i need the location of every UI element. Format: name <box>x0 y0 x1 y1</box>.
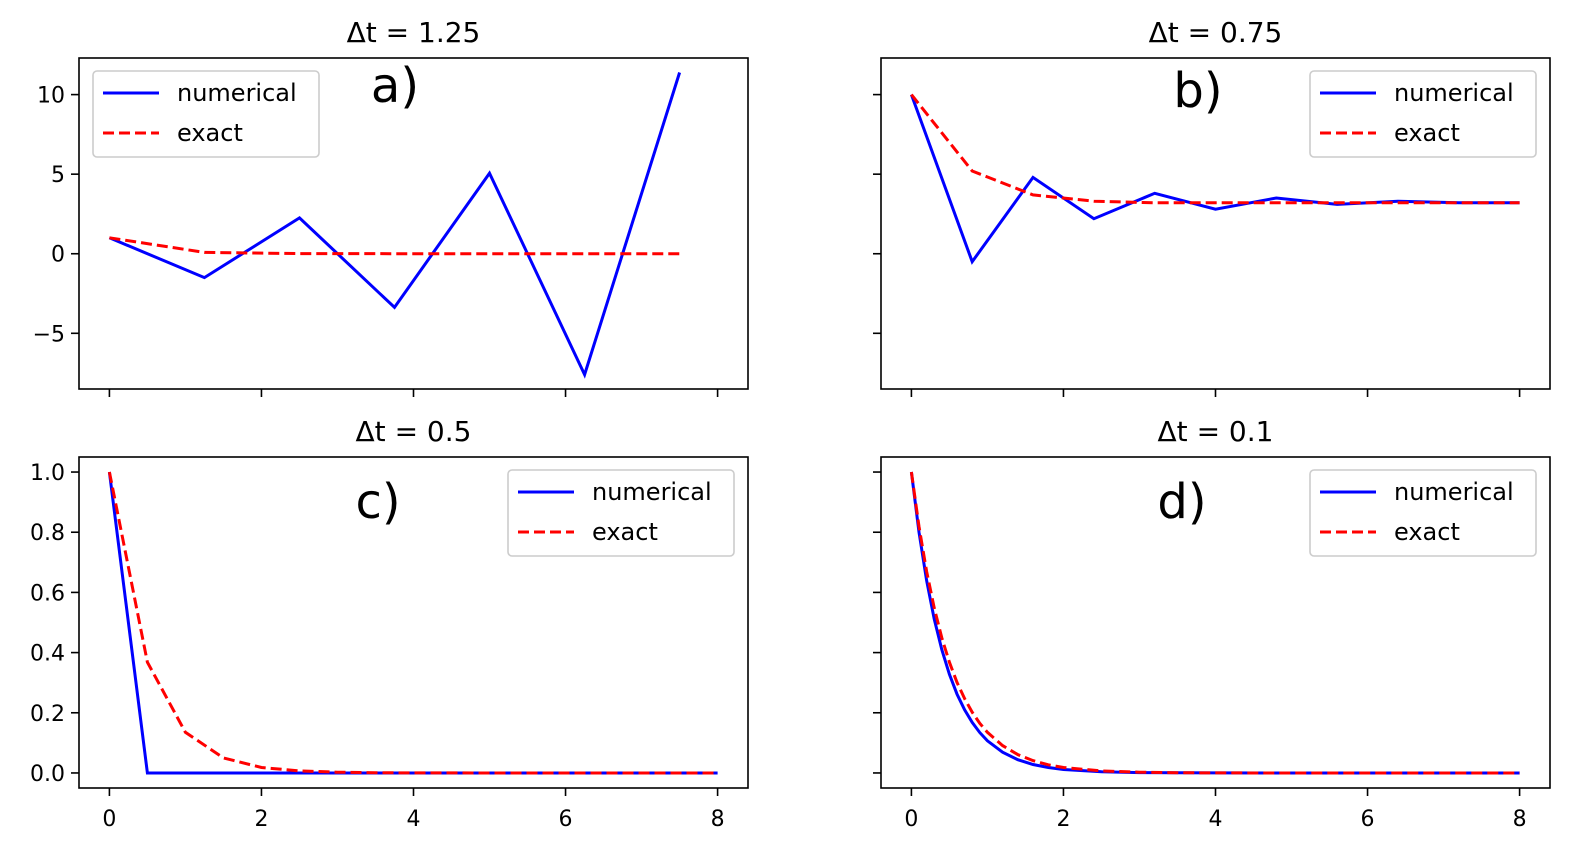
subplot-d: Δt = 0.1 0 2 4 6 8 d) numerical exact <box>873 415 1551 832</box>
y-tick-label: 0 <box>51 243 65 268</box>
legend-label: numerical <box>592 478 712 506</box>
x-tick-label: 8 <box>711 807 725 832</box>
legend-label: exact <box>592 518 658 546</box>
series-line-exact <box>910 93 1520 205</box>
y-tick-label: −5 <box>33 322 65 347</box>
legend-label: numerical <box>177 79 297 107</box>
y-tick-label: 0.4 <box>30 642 65 667</box>
legend: numerical exact <box>1309 469 1537 557</box>
x-tick-label: 2 <box>1056 807 1070 832</box>
panel-label: b) <box>1173 63 1222 119</box>
y-tick-label: 0.6 <box>30 581 65 606</box>
legend: numerical exact <box>92 70 320 158</box>
subplot-a: Δt = 1.25 −5 0 5 10 a) numerical exact <box>33 16 749 397</box>
subplot-title: Δt = 1.25 <box>347 16 481 49</box>
subplot-c: Δt = 0.5 0 2 4 6 8 0.0 0.2 0.4 0.6 0.8 1.0 c) numeric… <box>30 415 749 832</box>
legend-label: numerical <box>1394 478 1514 506</box>
legend: numerical exact <box>1309 70 1537 158</box>
subplot-b: Δt = 0.75 b) numerical exact <box>873 16 1551 397</box>
legend-label: exact <box>1394 518 1460 546</box>
subplot-title: Δt = 0.5 <box>356 415 472 448</box>
y-tick-label: 1.0 <box>30 461 65 486</box>
panel-label: a) <box>371 58 419 114</box>
x-tick-label: 8 <box>1513 807 1527 832</box>
x-tick-label: 4 <box>407 807 421 832</box>
panel-label: d) <box>1157 474 1206 530</box>
series-line-numerical <box>909 471 1520 775</box>
y-tick-label: 0.8 <box>30 521 65 546</box>
subplot-title: Δt = 0.1 <box>1158 415 1274 448</box>
y-tick-label: 0.2 <box>30 702 65 727</box>
series-line-exact <box>107 471 718 775</box>
x-tick-label: 4 <box>1209 807 1223 832</box>
legend-label: exact <box>1394 119 1460 147</box>
series-line-numerical <box>108 72 682 379</box>
x-tick-label: 6 <box>559 807 573 832</box>
panel-label: c) <box>355 474 400 530</box>
legend: numerical exact <box>507 469 735 557</box>
legend-label: exact <box>177 119 243 147</box>
series-line-exact <box>109 236 680 256</box>
x-tick-label: 0 <box>904 807 918 832</box>
y-tick-label: 0.0 <box>30 762 65 787</box>
subplot-title: Δt = 0.75 <box>1149 16 1283 49</box>
x-tick-label: 6 <box>1361 807 1375 832</box>
y-tick-label: 5 <box>51 163 65 188</box>
x-tick-label: 0 <box>102 807 116 832</box>
y-tick-label: 10 <box>37 84 65 109</box>
series-line-exact <box>909 471 1520 775</box>
x-tick-label: 2 <box>254 807 268 832</box>
legend-label: numerical <box>1394 79 1514 107</box>
